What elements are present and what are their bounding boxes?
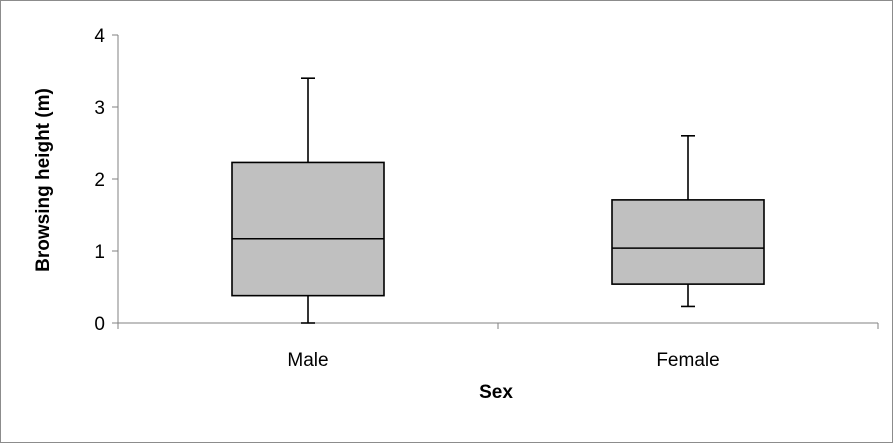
box-female (611, 135, 765, 308)
y-axis-title: Browsing height (m) (33, 88, 54, 272)
x-tick-label: Male (287, 350, 328, 371)
iqr-box (611, 199, 765, 285)
x-axis-title: Sex (479, 382, 513, 403)
y-tick-label: 0 (94, 314, 105, 335)
x-tick-label: Female (656, 350, 719, 371)
boxes (231, 77, 765, 324)
y-tick-label: 3 (94, 98, 105, 119)
x-axis: Male Female (117, 322, 879, 371)
y-tick-label: 1 (94, 242, 105, 263)
y-tick-label: 2 (94, 170, 105, 191)
iqr-box (231, 161, 385, 297)
box-male (231, 77, 385, 324)
y-tick-label: 4 (94, 26, 105, 47)
y-axis: 0 1 2 3 4 (94, 26, 119, 335)
